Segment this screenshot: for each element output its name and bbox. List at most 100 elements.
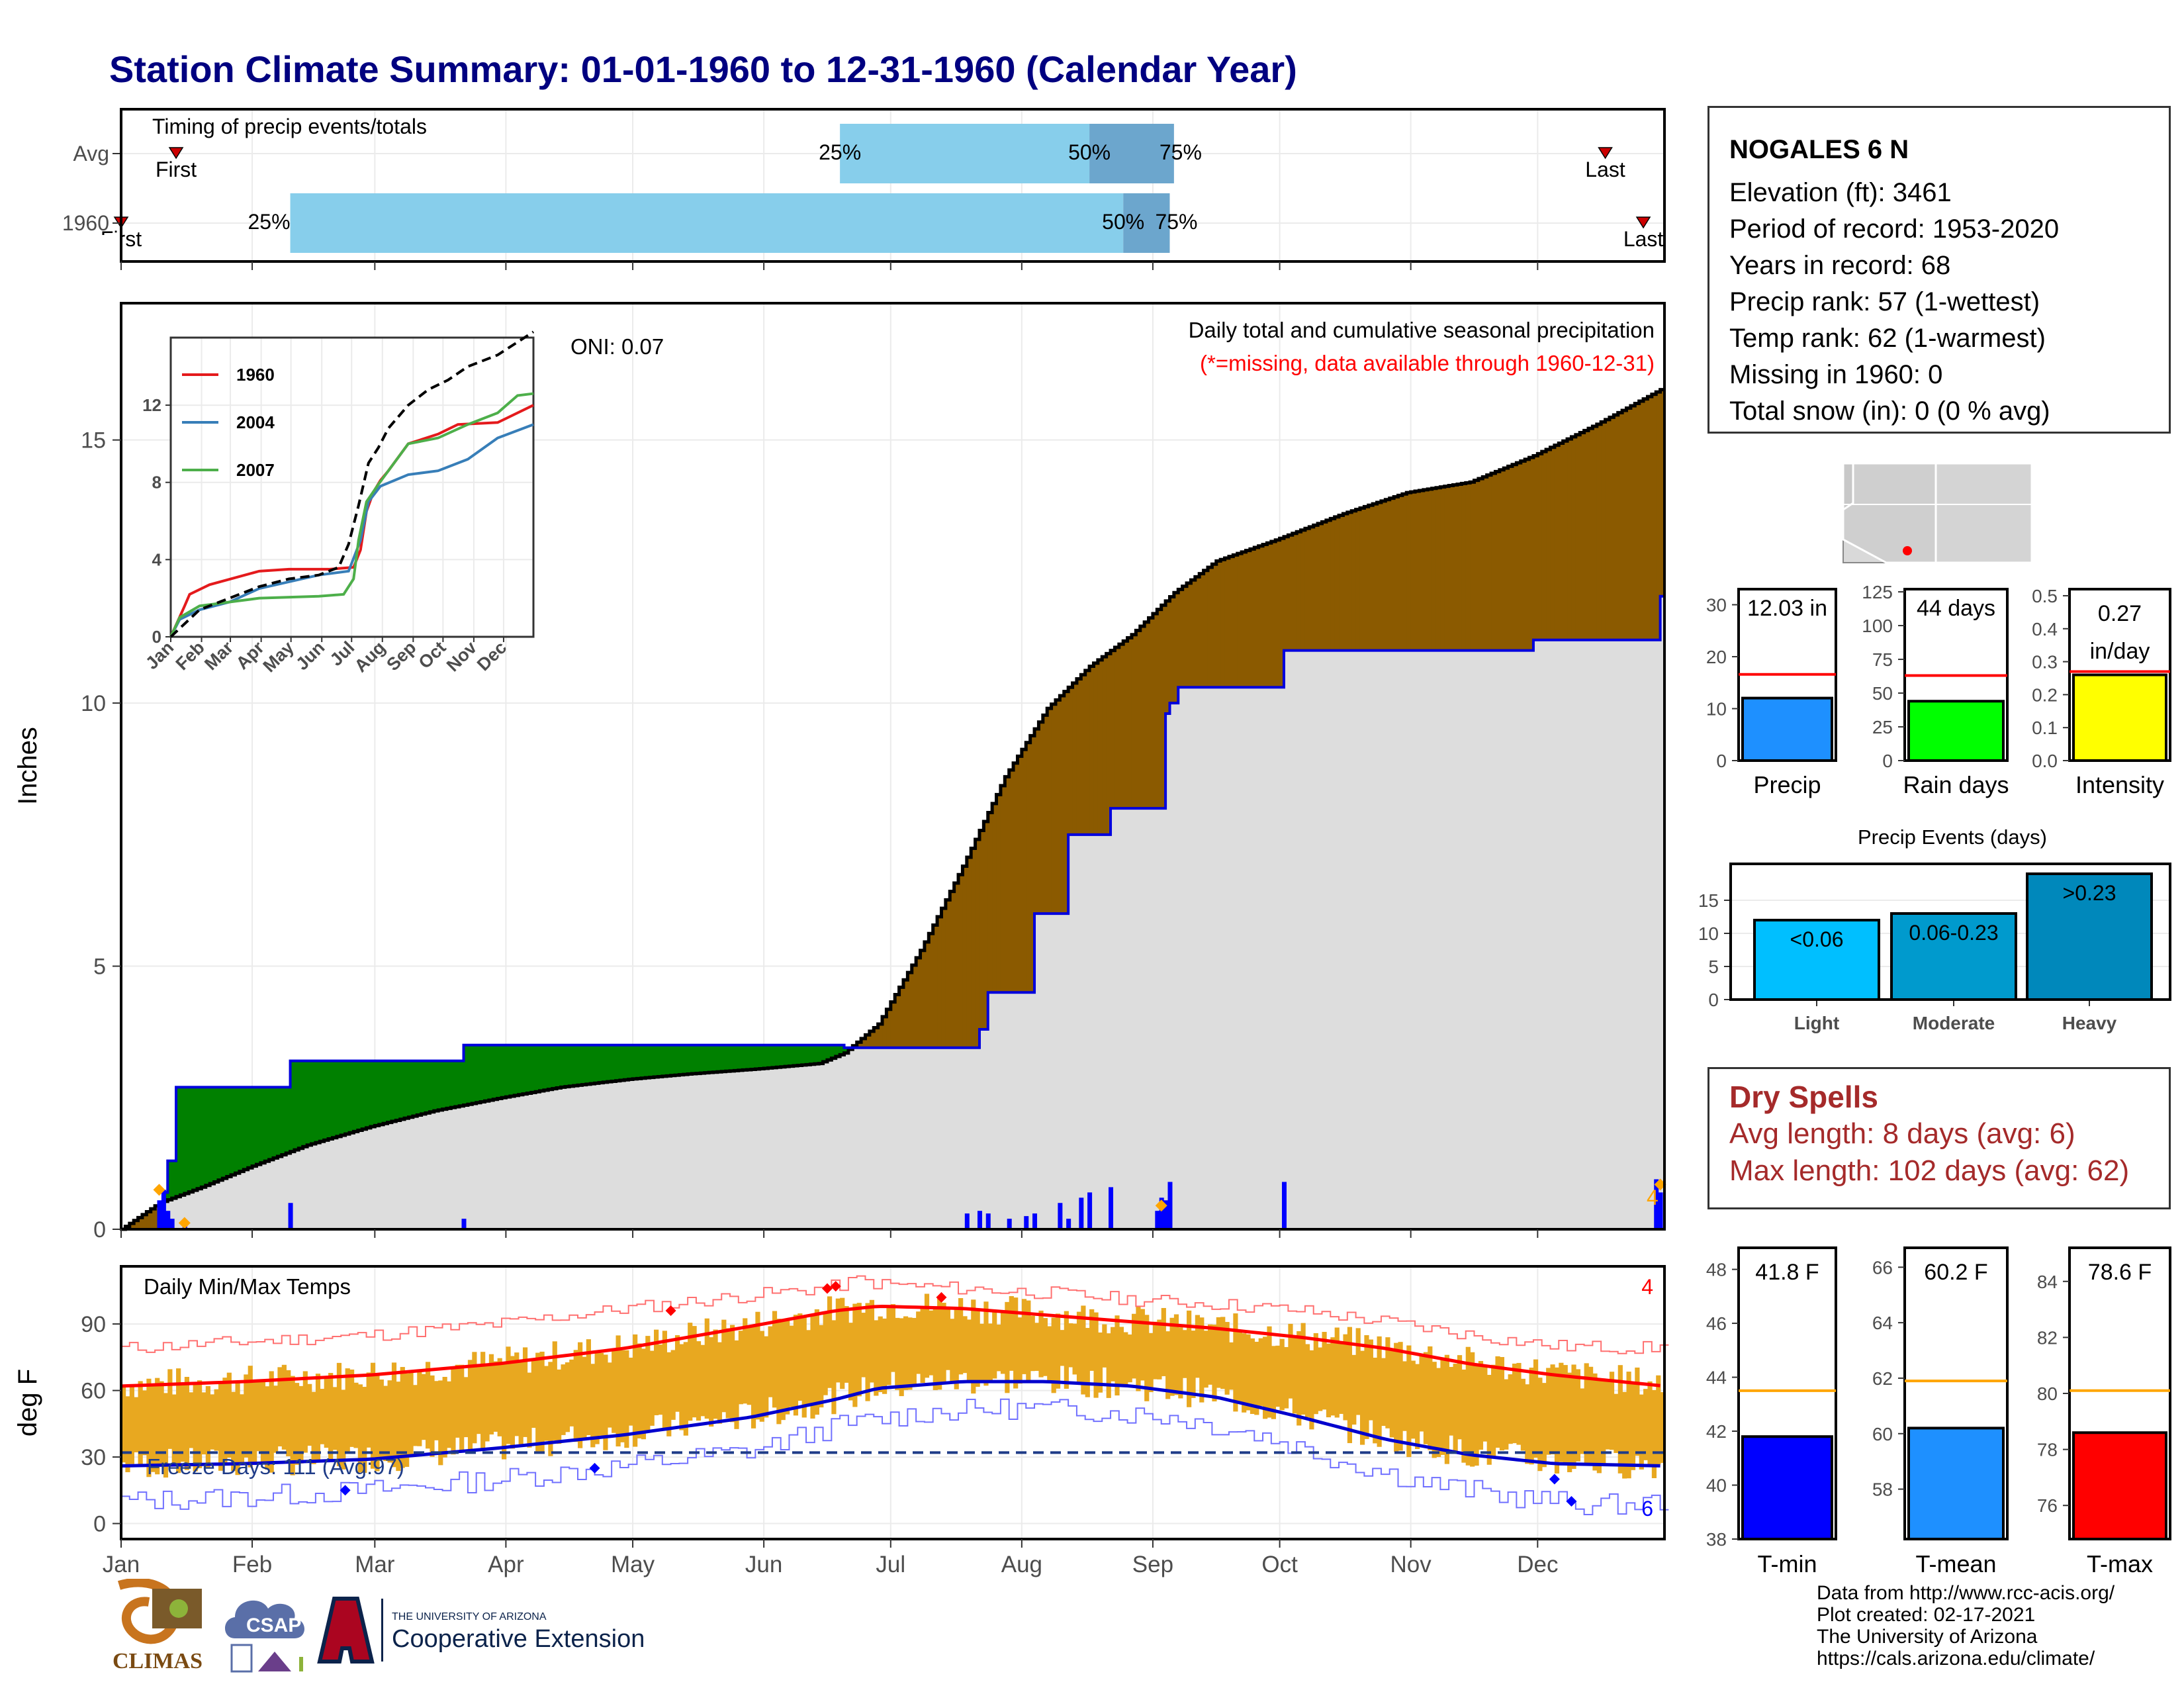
- temp-daily-bar: [1398, 1342, 1403, 1451]
- inset-legend-label: 1960: [236, 365, 275, 385]
- temp-daily-bar: [134, 1397, 139, 1453]
- precip-surplus-fill: [514, 1045, 520, 1096]
- temp-daily-bar: [1242, 1333, 1247, 1413]
- temp-record-low-count: 6: [1641, 1497, 1653, 1521]
- precip-surplus-fill: [353, 1060, 359, 1132]
- inset-y-tick-label: 4: [152, 549, 162, 569]
- events-y-tick-label: 10: [1698, 923, 1719, 944]
- precip-surplus-fill: [345, 1060, 350, 1135]
- temp-daily-bar: [226, 1372, 232, 1458]
- temp-daily-bar: [1364, 1335, 1369, 1439]
- precip-deficit-fill: [1242, 551, 1247, 688]
- precip-deficit-fill: [861, 1038, 866, 1048]
- precip-surplus-fill: [628, 1045, 633, 1080]
- temp-daily-bar: [992, 1311, 997, 1379]
- precip-daily-bar: [1079, 1197, 1084, 1229]
- precip-daily-bar: [165, 1211, 171, 1229]
- precip-surplus-fill: [586, 1045, 591, 1084]
- temp-x-tick-label: Jun: [745, 1552, 782, 1577]
- temp-daily-bar: [1478, 1361, 1484, 1450]
- precip-surplus-fill: [244, 1087, 249, 1170]
- temp-daily-bar: [370, 1362, 376, 1469]
- events-y-tick-label: 0: [1708, 990, 1719, 1010]
- temp-daily-bar: [417, 1370, 422, 1446]
- precip-deficit-fill: [1081, 675, 1086, 835]
- precip-surplus-fill: [455, 1060, 460, 1107]
- precip-deficit-fill: [1575, 434, 1580, 640]
- temp-x-tick-label: Mar: [355, 1552, 395, 1577]
- precip-deficit-fill: [1339, 515, 1344, 651]
- temp-daily-bar: [1258, 1338, 1263, 1406]
- temp-daily-bar: [725, 1328, 731, 1419]
- precip-deficit-fill: [929, 933, 934, 1048]
- precip-surplus-fill: [480, 1045, 486, 1102]
- events-bar-label: 0.06-0.23: [1909, 921, 1998, 945]
- temp-daily-bar: [426, 1362, 431, 1449]
- temp-daily-bar: [543, 1366, 549, 1441]
- temp-daily-bar: [256, 1381, 261, 1452]
- temp-daily-bar: [362, 1387, 367, 1473]
- temp-gauge-name: T-min: [1758, 1550, 1817, 1577]
- precip-surplus-fill: [780, 1045, 786, 1067]
- temp-daily-bar: [1588, 1366, 1594, 1466]
- gauge-bar: [1741, 696, 1833, 763]
- precip-surplus-fill: [561, 1045, 566, 1088]
- precip-deficit-fill: [924, 941, 929, 1048]
- precip-deficit-fill: [1444, 486, 1449, 651]
- precip-daily-bar: [1281, 1182, 1287, 1229]
- temp-daily-bar: [1051, 1317, 1056, 1393]
- temp-gauge-value-label: 60.2 F: [1924, 1260, 1987, 1285]
- precip-deficit-fill: [1580, 432, 1585, 640]
- station-snow: Total snow (in): 0 (0 % avg): [1729, 397, 2050, 426]
- temp-daily-bar: [1533, 1359, 1539, 1458]
- precip-surplus-fill: [349, 1060, 354, 1133]
- timing-label-50: 50%: [1068, 140, 1111, 164]
- precip-deficit-fill: [1047, 708, 1052, 914]
- precip-surplus-fill: [180, 1087, 185, 1196]
- temp-daily-bar: [721, 1319, 727, 1413]
- temp-daily-bar: [1064, 1311, 1069, 1389]
- temp-daily-bar: [1567, 1372, 1572, 1473]
- precip-surplus-fill: [633, 1045, 638, 1079]
- temp-daily-bar: [1614, 1393, 1619, 1453]
- precip-surplus-fill: [615, 1045, 621, 1081]
- events-bar: [2026, 872, 2153, 1001]
- temp-daily-bar: [1339, 1344, 1344, 1414]
- precip-oni: ONI: 0.07: [570, 334, 664, 359]
- inset-series-line: [169, 330, 535, 638]
- precip-surplus-fill: [502, 1045, 507, 1098]
- precip-y-tick-label: 5: [93, 955, 106, 980]
- temp-daily-bar: [759, 1331, 764, 1422]
- temp-daily-bar: [421, 1374, 426, 1440]
- temp-daily-bar: [412, 1385, 418, 1446]
- temp-daily-bar: [1123, 1332, 1128, 1385]
- precip-surplus-fill: [302, 1060, 308, 1147]
- precip-surplus-fill: [171, 1160, 177, 1199]
- temp-daily-bar: [772, 1311, 778, 1408]
- temp-daily-bar: [704, 1318, 709, 1419]
- precip-chart: 4 0 5 10 15 Inches Daily total and cumulative …: [13, 302, 1666, 1243]
- precip-deficit-fill: [1651, 394, 1657, 640]
- gauge-y-tick-label: 0: [1716, 751, 1727, 771]
- temp-y-tick-label: 90: [81, 1312, 106, 1337]
- gauge-y-tick-label: 30: [1706, 595, 1727, 616]
- temp-daily-bar: [1373, 1357, 1378, 1444]
- precip-daily-bar: [1155, 1211, 1160, 1229]
- temp-daily-bar: [937, 1297, 942, 1390]
- precip-surplus-fill: [311, 1060, 316, 1144]
- temp-daily-bar: [996, 1324, 1001, 1372]
- temp-daily-bar: [527, 1372, 532, 1448]
- precip-surplus-fill: [463, 1045, 469, 1105]
- precip-deficit-fill: [1546, 449, 1551, 640]
- precip-surplus-fill: [662, 1045, 667, 1076]
- temp-daily-bar: [1499, 1357, 1505, 1451]
- temp-daily-bar: [366, 1372, 371, 1448]
- precip-deficit-fill: [1309, 526, 1314, 651]
- temp-daily-bar: [1199, 1317, 1205, 1403]
- temp-daily-bar: [315, 1374, 321, 1462]
- precip-deficit-fill: [1596, 424, 1602, 640]
- temp-daily-bar: [1173, 1314, 1179, 1395]
- temp-daily-bar: [582, 1356, 587, 1440]
- temp-daily-bar: [810, 1315, 815, 1419]
- precip-surplus-fill: [362, 1060, 367, 1129]
